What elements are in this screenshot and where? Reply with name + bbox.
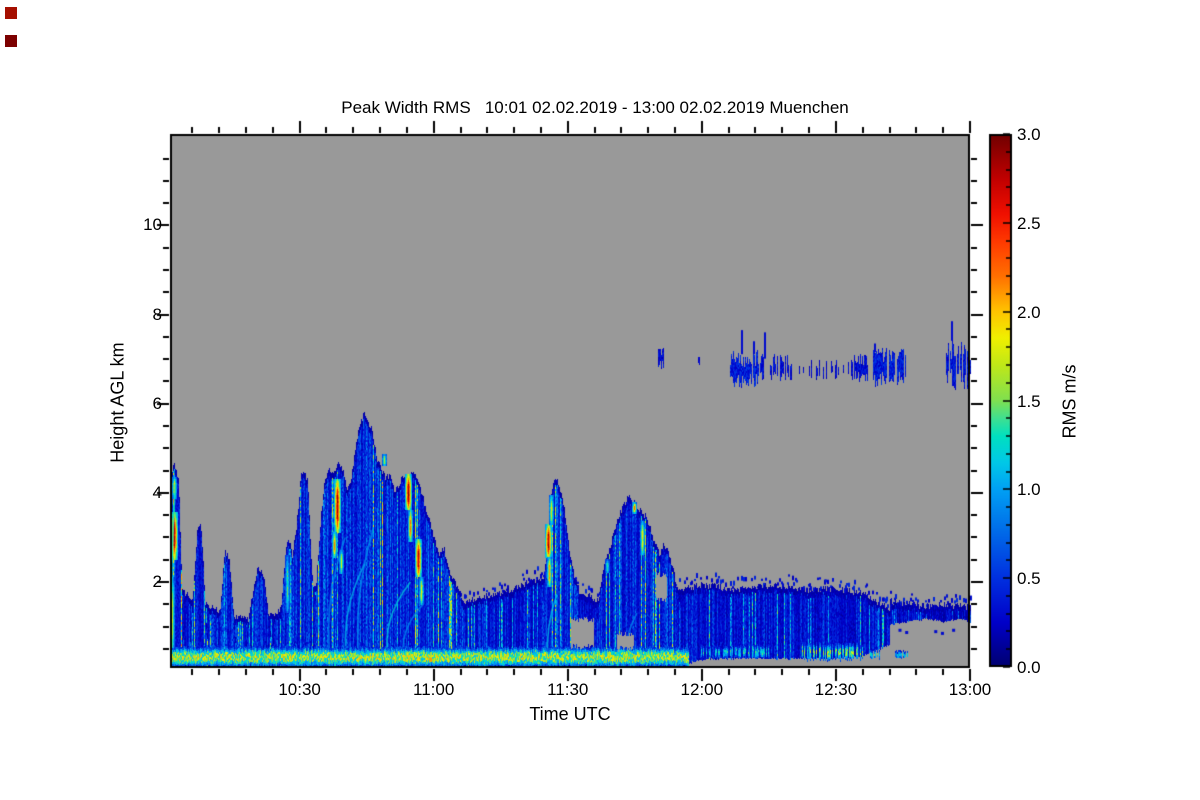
y-tick-label-4: 4: [152, 482, 162, 502]
colorbar-tick-label-1.0: 1.0: [1017, 480, 1041, 500]
x-tick-label-10:30: 10:30: [278, 680, 321, 699]
colorbar-tick-label-1.5: 1.5: [1017, 391, 1041, 411]
chart-title: Peak Width RMS 10:01 02.02.2019 - 13:00 …: [341, 98, 849, 117]
colorbar-tick-label-0.5: 0.5: [1017, 569, 1041, 589]
colorbar-tick-label-2.5: 2.5: [1017, 213, 1041, 233]
x-tick-label-13:00: 13:00: [948, 680, 992, 699]
y-tick-label-2: 2: [152, 571, 162, 591]
x-tick-label-12:30: 12:30: [814, 680, 858, 699]
y-tick-label-6: 6: [152, 393, 162, 413]
x-tick-label-11:00: 11:00: [413, 680, 455, 699]
corner-marker-bottom: [5, 35, 17, 47]
y-tick-label-10: 10: [143, 215, 162, 235]
colorbar-tick-label-2.0: 2.0: [1017, 302, 1041, 322]
y-tick-label-8: 8: [152, 304, 162, 324]
x-tick-label-12:00: 12:00: [680, 680, 724, 699]
x-tick-label-11:30: 11:30: [547, 680, 589, 699]
x-axis-label: Time UTC: [529, 704, 611, 724]
colorbar-tick-label-3.0: 3.0: [1017, 125, 1041, 144]
colorbar-tick-label-0.0: 0.0: [1017, 658, 1041, 677]
corner-marker-top: [5, 7, 17, 19]
